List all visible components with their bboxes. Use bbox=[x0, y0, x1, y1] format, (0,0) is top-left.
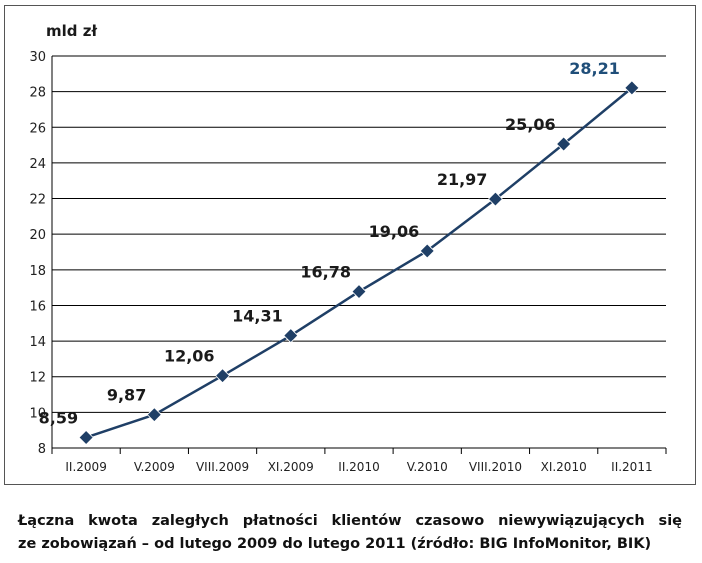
data-label: 28,21 bbox=[569, 59, 620, 78]
data-label: 21,97 bbox=[437, 170, 488, 189]
data-point-marker bbox=[283, 328, 299, 344]
data-point-marker bbox=[214, 368, 231, 384]
y-tick-label: 8 bbox=[38, 442, 46, 457]
data-point-marker bbox=[487, 191, 504, 207]
data-label: 16,78 bbox=[300, 263, 351, 282]
y-tick-label: 20 bbox=[29, 228, 46, 243]
y-tick-label: 28 bbox=[29, 86, 46, 101]
data-label: 19,06 bbox=[369, 222, 420, 241]
series-line bbox=[85, 86, 633, 439]
x-tick-label: V.2010 bbox=[407, 460, 448, 474]
caption-line-1: Łączna kwota zaległych płatności klientó… bbox=[18, 513, 682, 529]
data-markers bbox=[78, 80, 640, 446]
data-point-marker bbox=[624, 80, 640, 96]
chart-frame bbox=[4, 5, 696, 485]
data-label: 25,06 bbox=[505, 115, 556, 134]
y-axis-ticks: 8 10 12 14 16 18 20 22 24 26 28 30 bbox=[29, 50, 46, 457]
x-tick-label: XI.2009 bbox=[268, 460, 314, 474]
x-tick-label: XI.2010 bbox=[541, 460, 587, 474]
x-tick-label: VIII.2010 bbox=[469, 460, 522, 474]
x-tick-label: VIII.2009 bbox=[196, 460, 249, 474]
y-tick-label: 10 bbox=[29, 406, 46, 421]
y-tick-label: 30 bbox=[29, 50, 46, 65]
y-tick-label: 14 bbox=[29, 335, 46, 350]
data-point-marker bbox=[556, 136, 572, 152]
y-unit-label: mld zł bbox=[46, 22, 97, 40]
data-label: 8,59 bbox=[39, 408, 78, 427]
y-tick-label: 12 bbox=[29, 371, 46, 386]
caption-line-2: ze zobowiązań – od lutego 2009 do lutego… bbox=[18, 536, 652, 552]
data-point-marker bbox=[78, 429, 94, 446]
x-tick-label: II.2010 bbox=[338, 460, 379, 474]
data-label: 9,87 bbox=[107, 386, 146, 405]
series-polyline bbox=[85, 86, 633, 439]
line-chart: mld zł 8 10 12 14 16 18 20 22 24 26 28 30 II.2009 V.… bbox=[29, 22, 667, 474]
data-point-marker bbox=[351, 283, 367, 300]
y-tick-label: 22 bbox=[29, 193, 46, 208]
y-tick-label: 24 bbox=[29, 157, 46, 172]
y-tick-label: 18 bbox=[29, 264, 46, 279]
x-tick-label: II.2009 bbox=[65, 460, 106, 474]
x-axis: II.2009 V.2009 VIII.2009 XI.2009 II.2010 V.20… bbox=[51, 56, 667, 474]
data-point-marker bbox=[419, 243, 435, 259]
x-tick-label: II.2011 bbox=[611, 460, 652, 474]
figure-caption: Łączna kwota zaległych płatności klientó… bbox=[18, 510, 682, 556]
data-label: 14,31 bbox=[232, 307, 283, 326]
data-labels: 8,59 9,87 12,06 14,31 16,78 19,06 21,97 25,06 28… bbox=[39, 59, 620, 428]
y-tick-label: 16 bbox=[29, 299, 46, 314]
data-label: 12,06 bbox=[164, 347, 215, 366]
y-tick-label: 26 bbox=[29, 121, 46, 136]
data-point-marker bbox=[146, 407, 162, 423]
x-tick-label: V.2009 bbox=[134, 460, 175, 474]
